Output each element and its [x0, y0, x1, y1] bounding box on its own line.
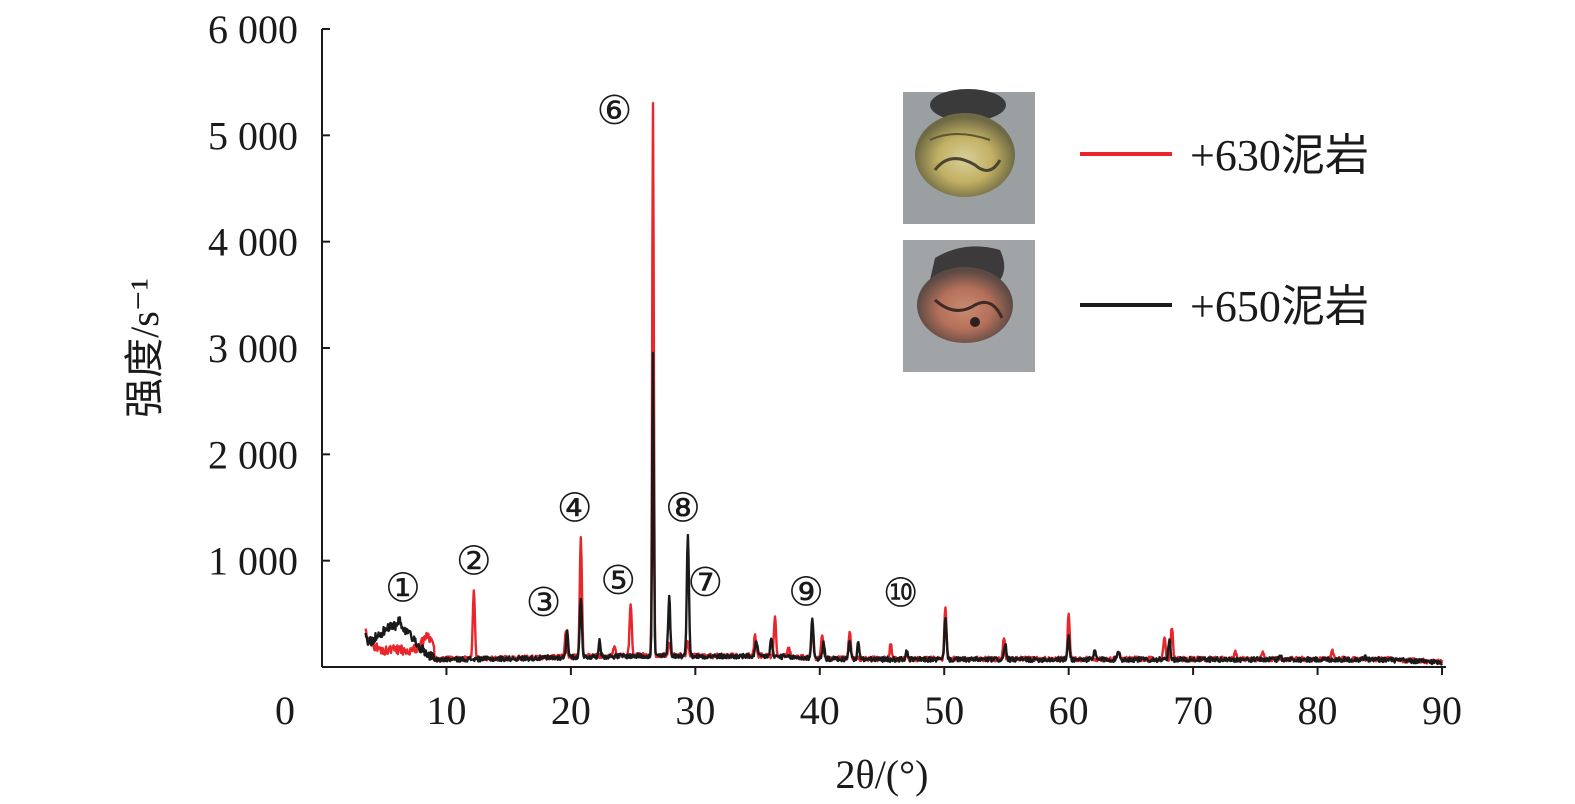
- peak-annotation-label: ⑤: [600, 558, 636, 603]
- x-tick-label: 10: [426, 688, 466, 733]
- sample-photo-630: [903, 89, 1035, 224]
- series-line: [364, 351, 1443, 666]
- peak-annotation: ②: [456, 539, 492, 584]
- legend: +630泥岩 +650泥岩: [903, 89, 1369, 372]
- peak-annotation: ⑤: [600, 558, 636, 603]
- x-tick-label: 0: [275, 688, 295, 733]
- peak-annotation: ⑩: [883, 571, 919, 616]
- x-tick-label: 80: [1298, 688, 1338, 733]
- peak-annotation: ③: [526, 580, 562, 625]
- peak-annotation-label: ③: [526, 580, 562, 625]
- peak-annotation-label: ②: [456, 539, 492, 584]
- series-layer: [364, 101, 1444, 666]
- sample-photo-650: [903, 240, 1035, 372]
- peak-annotation-label: ⑦: [687, 560, 723, 605]
- y-ticks: 1 000 2 000 3 000 4 000 5 000 6 000: [208, 7, 330, 584]
- peak-annotation: ⑥: [597, 88, 633, 133]
- x-tick-label: 20: [551, 688, 591, 733]
- peak-annotation-label: ④: [557, 486, 593, 531]
- peak-annotation: ⑨: [788, 570, 824, 615]
- x-tick-label: 70: [1173, 688, 1213, 733]
- x-tick-label: 60: [1049, 688, 1089, 733]
- peak-annotation-label: ⑧: [665, 486, 701, 531]
- legend-label-650: +650泥岩: [1190, 282, 1369, 331]
- peak-annotations: ①②③ ④⑤ ⑥ ⑦ ⑧ ⑨ ⑩: [385, 88, 919, 625]
- y-tick-label: 2 000: [208, 432, 298, 477]
- x-tick-label: 30: [675, 688, 715, 733]
- peak-annotation-label: ⑩: [883, 571, 919, 616]
- x-axis-title: 2θ/(°): [836, 752, 929, 797]
- peak-annotation-label: ⑥: [597, 88, 633, 133]
- y-axis-title: 强度/s⁻¹: [122, 278, 167, 418]
- y-tick-label: 6 000: [208, 7, 298, 52]
- y-tick-label: 1 000: [208, 539, 298, 584]
- peak-annotation: ⑦: [687, 560, 723, 605]
- peak-annotation-label: ①: [385, 565, 421, 610]
- peak-annotation: ①: [385, 565, 421, 610]
- x-tick-label: 50: [924, 688, 964, 733]
- y-tick-label: 4 000: [208, 220, 298, 265]
- x-tick-label: 40: [800, 688, 840, 733]
- x-tick-label: 90: [1422, 688, 1462, 733]
- y-tick-label: 5 000: [208, 113, 298, 158]
- legend-label-630: +630泥岩: [1190, 131, 1369, 180]
- peak-annotation-label: ⑨: [788, 570, 824, 615]
- x-ticks: 0 10 20 30 40 50 60 70 80 90: [275, 667, 1462, 733]
- axes: 0 10 20 30 40 50 60 70 80 90 1 000 2 000 3 000 4 000…: [208, 7, 1462, 733]
- peak-annotation: ④: [557, 486, 593, 531]
- peak-annotation: ⑧: [665, 486, 701, 531]
- y-tick-label: 3 000: [208, 326, 298, 371]
